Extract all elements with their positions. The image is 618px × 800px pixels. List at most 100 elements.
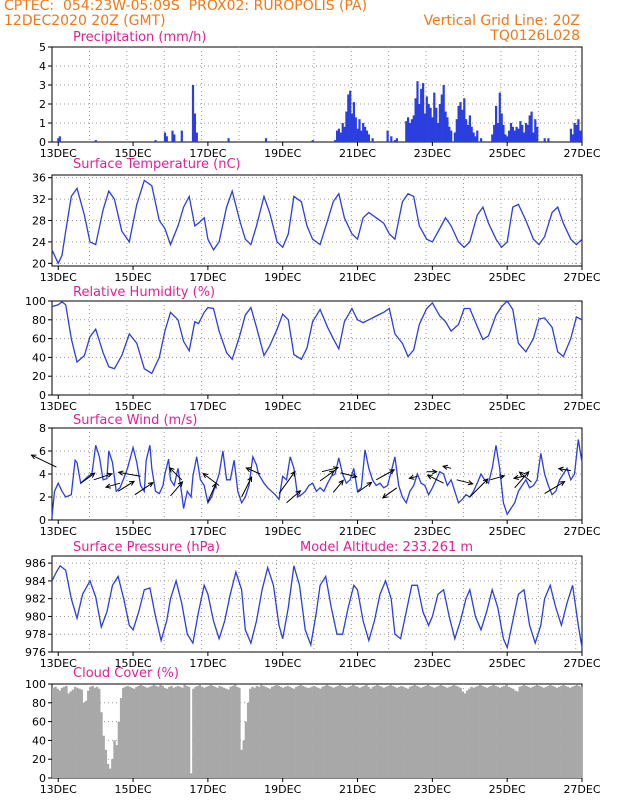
cloud-bar: [389, 684, 392, 778]
cloud-bar: [511, 688, 515, 778]
precip-bar: [506, 136, 509, 142]
precip-bar: [356, 128, 359, 142]
wind-arrow-head: [389, 469, 396, 475]
cloud-bar: [540, 686, 543, 778]
wind-arrow-head: [431, 469, 438, 475]
precip-bar: [571, 134, 574, 142]
precip-bar: [191, 85, 195, 142]
panel-subtitle: Model Altitude: 233.261 m: [300, 540, 473, 555]
y-tick-label: 1: [39, 117, 46, 130]
x-tick-label: 19DEC: [264, 400, 301, 413]
precip-bar: [472, 132, 475, 142]
cloud-bar: [161, 685, 164, 778]
cloud-bar: [551, 685, 554, 778]
precip-bar: [371, 138, 374, 142]
cloud-bar: [255, 685, 259, 778]
cloud-bar: [106, 763, 110, 778]
panel-title: Surface Wind (m/s): [73, 413, 197, 428]
cloud-bar: [575, 684, 578, 778]
cloud-bar: [214, 686, 217, 778]
cloud-bar: [356, 686, 359, 778]
cloud-bar: [91, 685, 94, 778]
x-tick-label: 15DEC: [115, 783, 152, 796]
panel-frame-0: [51, 46, 583, 143]
precip-bar: [543, 138, 546, 142]
cloud-bar: [498, 687, 502, 778]
y-tick-label: 2: [39, 98, 46, 111]
precip-bar: [534, 119, 537, 142]
wind-arrow-head: [333, 466, 340, 472]
x-tick-label: 27DEC: [563, 783, 600, 796]
precip-bar: [575, 124, 578, 142]
series-line: [51, 439, 583, 517]
cloud-bar: [122, 687, 125, 778]
precip-bar: [154, 140, 157, 142]
cloud-bar: [395, 687, 399, 778]
cloud-bar: [485, 687, 489, 778]
y-tick-label: 3: [39, 79, 46, 92]
precip-bar: [532, 132, 535, 142]
cloud-bar: [505, 684, 508, 778]
y-tick-label: 980: [25, 610, 46, 623]
y-tick-label: 20: [32, 257, 46, 270]
cloud-bar: [468, 688, 471, 778]
cloud-bar: [573, 685, 576, 778]
precip-bar: [264, 138, 268, 142]
header-line1: CPTEC: 054:23W-05:09S PROX02: RUROPOLIS …: [4, 0, 368, 14]
cloud-bar: [172, 687, 175, 778]
cloud-bar: [249, 688, 252, 778]
precip-bar: [480, 138, 483, 142]
cloud-bar: [148, 686, 151, 778]
x-tick-label: 15DEC: [115, 147, 152, 160]
precip-bar: [163, 132, 167, 142]
cloud-bar: [560, 685, 563, 778]
cloud-bar: [338, 684, 342, 778]
wind-arrow: [332, 480, 344, 493]
precip-bar: [180, 130, 183, 142]
cloud-bar: [446, 687, 449, 778]
precip-bar: [455, 119, 458, 142]
y-tick-label: 100: [25, 678, 46, 691]
wind-arrow: [321, 467, 339, 473]
y-tick-label: 4: [39, 468, 46, 481]
cloud-bar: [67, 693, 70, 778]
precip-bar: [459, 102, 462, 142]
series-line: [51, 564, 583, 650]
precip-bar: [517, 128, 520, 142]
series-line: [51, 179, 583, 265]
cloud-bar: [290, 687, 294, 778]
cloud-bar: [80, 689, 83, 778]
cloud-bar: [194, 686, 197, 778]
x-tick-label: 25DEC: [489, 657, 526, 670]
cloud-bar: [562, 684, 565, 778]
cloud-bar: [472, 687, 475, 778]
cloud-bar: [463, 693, 467, 778]
cloud-bar: [476, 685, 480, 778]
cloud-bar: [514, 690, 517, 778]
precip-bar: [536, 126, 539, 142]
wind-arrow-head: [523, 470, 530, 477]
cloud-bar: [564, 685, 567, 778]
cloud-bar: [531, 686, 535, 778]
wind-arrow-head: [366, 481, 373, 488]
panel-frame-2: [51, 300, 583, 396]
cloud-bar: [58, 690, 62, 778]
cloud-bar: [306, 687, 309, 778]
wind-arrow-head: [408, 474, 415, 480]
y-tick-label: 36: [32, 172, 46, 185]
cloud-bar: [198, 684, 202, 778]
precip-bar: [495, 105, 498, 142]
wind-arrow-head: [442, 464, 449, 470]
precip-bar: [360, 130, 363, 142]
cloud-bar: [97, 688, 101, 778]
cloud-bar: [163, 687, 167, 778]
cloud-bar: [119, 698, 123, 778]
wind-arrow: [456, 479, 473, 485]
cloud-bar: [288, 686, 292, 778]
panel-title: Surface Pressure (hPa): [73, 540, 220, 555]
wind-arrow-head: [482, 478, 489, 484]
cloud-bar: [102, 735, 105, 778]
cloud-bar: [544, 686, 548, 778]
cloud-bar: [187, 686, 191, 778]
cloud-bar: [518, 686, 521, 778]
